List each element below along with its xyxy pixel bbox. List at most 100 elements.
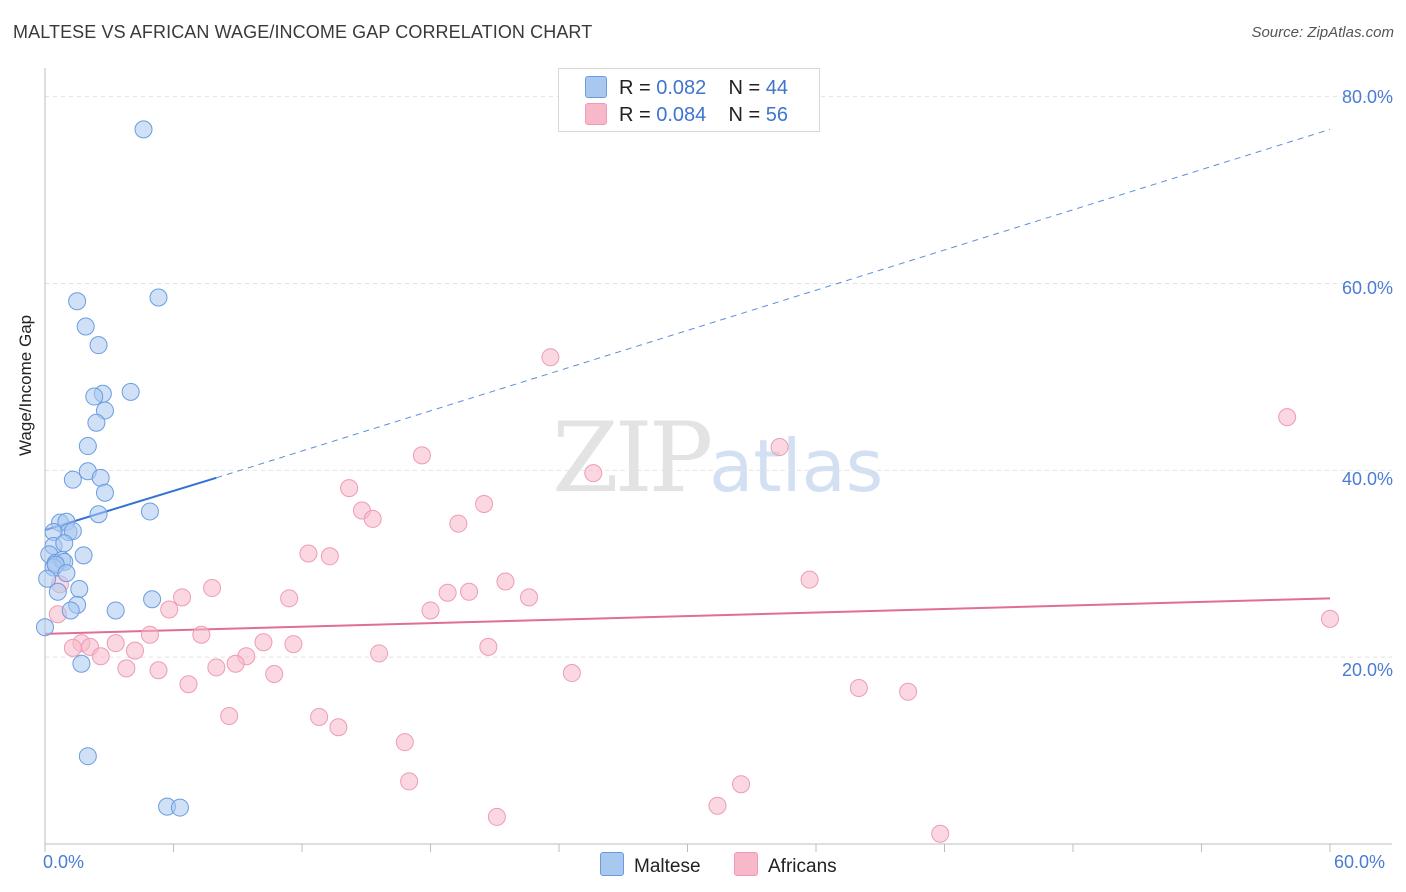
- data-point-africans: [476, 495, 493, 512]
- data-point-africans: [285, 636, 302, 653]
- x-tick-label-min: 0.0%: [43, 852, 84, 873]
- legend-n-label: N =: [729, 77, 766, 99]
- legend-n-label: N =: [729, 104, 766, 126]
- data-point-maltese: [96, 484, 113, 501]
- data-point-maltese: [73, 655, 90, 672]
- data-point-africans: [208, 659, 225, 676]
- data-point-africans: [107, 635, 124, 652]
- data-point-africans: [401, 773, 418, 790]
- trend-lines: [45, 129, 1330, 633]
- bottom-legend-swatch-africans: [734, 852, 758, 876]
- data-point-maltese: [144, 591, 161, 608]
- data-point-maltese: [37, 619, 54, 636]
- data-point-africans: [1322, 610, 1339, 627]
- legend-swatch-africans: [585, 103, 607, 125]
- data-point-africans: [801, 571, 818, 588]
- data-point-maltese: [56, 535, 73, 552]
- data-point-africans: [585, 465, 602, 482]
- trend-line-maltese-extended: [216, 129, 1330, 477]
- data-point-africans: [900, 683, 917, 700]
- data-point-africans: [542, 349, 559, 366]
- data-point-maltese: [141, 503, 158, 520]
- x-tick-label-max: 60.0%: [1334, 852, 1385, 873]
- data-point-maltese: [171, 799, 188, 816]
- data-point-africans: [227, 655, 244, 672]
- data-point-maltese: [107, 602, 124, 619]
- data-point-africans: [266, 665, 283, 682]
- data-point-africans: [141, 626, 158, 643]
- correlation-legend: R = 0.082 N = 44 R = 0.084 N = 56: [558, 68, 820, 132]
- data-point-africans: [311, 708, 328, 725]
- legend-swatch-maltese: [585, 76, 607, 98]
- data-point-africans: [497, 573, 514, 590]
- data-point-africans: [771, 438, 788, 455]
- data-point-africans: [396, 734, 413, 751]
- y-tick-label-40: 40.0%: [1342, 469, 1393, 490]
- data-point-africans: [321, 548, 338, 565]
- data-point-maltese: [86, 388, 103, 405]
- data-point-maltese: [75, 547, 92, 564]
- data-point-maltese: [122, 383, 139, 400]
- data-point-africans: [850, 679, 867, 696]
- data-point-africans: [281, 590, 298, 607]
- data-point-maltese: [135, 121, 152, 138]
- data-point-africans: [932, 825, 949, 842]
- data-point-africans: [488, 808, 505, 825]
- data-point-maltese: [58, 565, 75, 582]
- legend-n-value-africans: 56: [766, 104, 788, 126]
- data-point-africans: [126, 642, 143, 659]
- data-point-maltese: [39, 570, 56, 587]
- data-point-africans: [255, 634, 272, 651]
- trend-line-africans: [45, 598, 1330, 633]
- data-point-africans: [300, 545, 317, 562]
- scatter-plot: [0, 0, 1406, 892]
- data-point-africans: [150, 662, 167, 679]
- data-point-maltese: [92, 469, 109, 486]
- data-point-maltese: [90, 506, 107, 523]
- data-point-africans: [480, 638, 497, 655]
- data-point-africans: [563, 665, 580, 682]
- data-point-maltese: [64, 471, 81, 488]
- data-point-maltese: [77, 318, 94, 335]
- data-point-maltese: [71, 580, 88, 597]
- data-point-maltese: [79, 748, 96, 765]
- data-point-africans: [161, 601, 178, 618]
- bottom-legend-africans[interactable]: Africans: [734, 852, 837, 878]
- bottom-legend-maltese[interactable]: Maltese: [600, 852, 701, 878]
- legend-row-africans: R = 0.084 N = 56: [585, 103, 788, 127]
- data-point-africans: [221, 708, 238, 725]
- data-point-africans: [413, 447, 430, 464]
- data-point-africans: [371, 645, 388, 662]
- data-point-maltese: [150, 289, 167, 306]
- y-axis-label: Wage/Income Gap: [16, 315, 36, 456]
- data-point-africans: [341, 480, 358, 497]
- data-point-africans: [461, 583, 478, 600]
- data-point-africans: [204, 580, 221, 597]
- data-point-africans: [92, 648, 109, 665]
- data-point-africans: [193, 626, 210, 643]
- legend-r-value-africans: 0.084: [656, 104, 706, 126]
- data-point-maltese: [88, 414, 105, 431]
- data-point-africans: [180, 676, 197, 693]
- data-point-africans: [174, 589, 191, 606]
- data-point-maltese: [79, 438, 96, 455]
- data-point-africans: [118, 660, 135, 677]
- bottom-legend-label-africans: Africans: [768, 856, 837, 877]
- data-point-maltese: [90, 337, 107, 354]
- data-point-africans: [330, 719, 347, 736]
- legend-r-label: R =: [619, 77, 656, 99]
- y-tick-label-60: 60.0%: [1342, 278, 1393, 299]
- data-point-africans: [439, 584, 456, 601]
- bottom-legend-swatch-maltese: [600, 852, 624, 876]
- legend-r-value-maltese: 0.082: [656, 77, 706, 99]
- legend-n-value-maltese: 44: [766, 77, 788, 99]
- data-point-maltese: [69, 293, 86, 310]
- data-point-africans: [709, 797, 726, 814]
- data-point-africans: [733, 776, 750, 793]
- data-point-africans: [450, 515, 467, 532]
- y-tick-label-20: 20.0%: [1342, 660, 1393, 681]
- axes: [45, 68, 1392, 852]
- data-point-africans: [521, 589, 538, 606]
- y-tick-label-80: 80.0%: [1342, 87, 1393, 108]
- grid-lines: [45, 97, 1392, 657]
